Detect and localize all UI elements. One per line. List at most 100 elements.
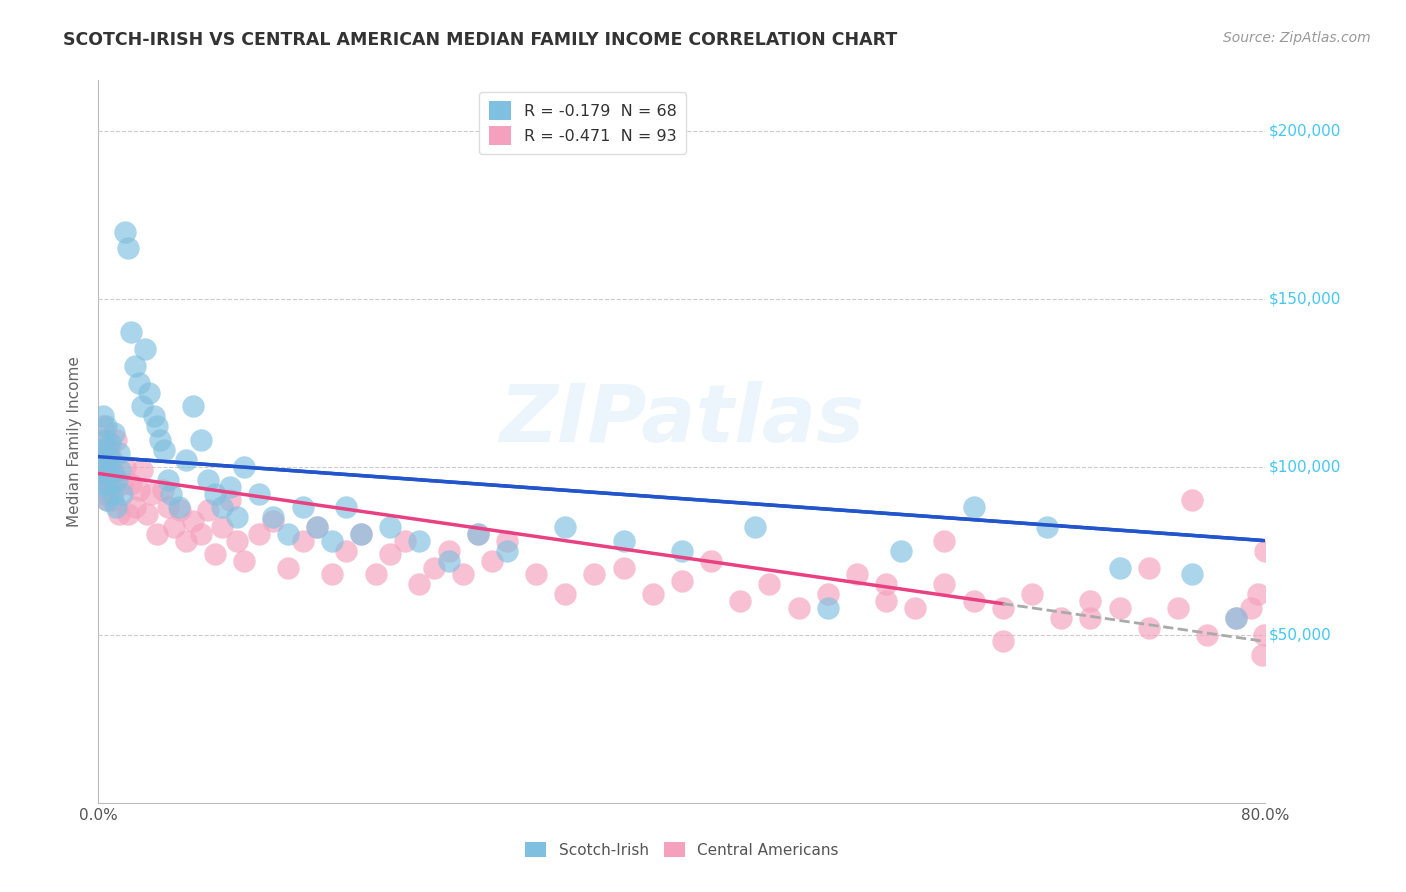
Point — [157, 500, 180, 514]
Text: $150,000: $150,000 — [1268, 291, 1341, 306]
Point — [612, 560, 634, 574]
Point — [91, 409, 114, 424]
Point — [111, 486, 134, 500]
Point — [90, 459, 112, 474]
Point — [91, 419, 114, 434]
Point — [169, 503, 191, 517]
Point — [117, 507, 139, 521]
Point — [190, 433, 212, 447]
Point — [94, 467, 117, 481]
Point — [197, 503, 219, 517]
Point — [103, 426, 125, 441]
Legend: Scotch-Irish, Central Americans: Scotch-Irish, Central Americans — [519, 836, 845, 863]
Point — [1225, 611, 1247, 625]
Point — [108, 507, 131, 521]
Point — [1240, 600, 1263, 615]
Point — [128, 376, 150, 390]
Point — [139, 486, 162, 500]
Point — [1195, 628, 1218, 642]
Point — [98, 436, 121, 450]
Point — [100, 453, 122, 467]
Point — [104, 500, 127, 514]
Point — [197, 473, 219, 487]
Point — [226, 533, 249, 548]
Point — [96, 493, 118, 508]
Point — [1021, 587, 1043, 601]
Point — [114, 225, 136, 239]
Point — [89, 442, 111, 457]
Point — [153, 442, 176, 457]
Point — [101, 493, 124, 508]
Point — [307, 520, 329, 534]
Point — [451, 567, 474, 582]
Point — [94, 419, 117, 434]
Y-axis label: Median Family Income: Median Family Income — [67, 356, 83, 527]
Text: $200,000: $200,000 — [1268, 123, 1341, 138]
Point — [117, 241, 139, 255]
Point — [181, 399, 204, 413]
Point — [89, 442, 111, 457]
Point — [380, 520, 402, 534]
Point — [408, 533, 430, 548]
Point — [167, 500, 190, 514]
Point — [350, 527, 373, 541]
Point — [321, 567, 343, 582]
Point — [204, 547, 226, 561]
Point — [163, 520, 186, 534]
Point — [875, 577, 897, 591]
Point — [481, 554, 503, 568]
Point — [218, 493, 240, 508]
Point — [496, 543, 519, 558]
Point — [104, 433, 127, 447]
Point — [233, 554, 256, 568]
Point — [1080, 611, 1102, 625]
Point — [1254, 543, 1277, 558]
Point — [94, 486, 117, 500]
Point — [496, 533, 519, 548]
Point — [1167, 600, 1189, 615]
Point — [124, 359, 146, 373]
Point — [262, 514, 284, 528]
Point — [114, 459, 136, 474]
Point — [1251, 648, 1274, 662]
Text: SCOTCH-IRISH VS CENTRAL AMERICAN MEDIAN FAMILY INCOME CORRELATION CHART: SCOTCH-IRISH VS CENTRAL AMERICAN MEDIAN … — [63, 31, 897, 49]
Point — [1137, 621, 1160, 635]
Point — [934, 577, 956, 591]
Point — [211, 500, 233, 514]
Point — [105, 473, 128, 487]
Text: ZIPatlas: ZIPatlas — [499, 381, 865, 458]
Point — [262, 510, 284, 524]
Text: Source: ZipAtlas.com: Source: ZipAtlas.com — [1223, 31, 1371, 45]
Point — [94, 433, 117, 447]
Point — [131, 463, 153, 477]
Point — [817, 587, 839, 601]
Point — [380, 547, 402, 561]
Text: $100,000: $100,000 — [1268, 459, 1341, 475]
Point — [174, 453, 197, 467]
Point — [671, 574, 693, 588]
Point — [96, 493, 118, 508]
Point — [91, 476, 114, 491]
Point — [962, 594, 984, 608]
Point — [1080, 594, 1102, 608]
Point — [1253, 628, 1275, 642]
Point — [120, 326, 142, 340]
Point — [394, 533, 416, 548]
Point — [93, 433, 115, 447]
Point — [1137, 560, 1160, 574]
Point — [291, 533, 314, 548]
Point — [904, 600, 927, 615]
Point — [1181, 567, 1204, 582]
Point — [437, 543, 460, 558]
Point — [93, 453, 115, 467]
Point — [93, 453, 115, 467]
Point — [1050, 611, 1073, 625]
Point — [934, 533, 956, 548]
Point — [1225, 611, 1247, 625]
Point — [277, 560, 299, 574]
Text: $50,000: $50,000 — [1268, 627, 1331, 642]
Point — [97, 442, 120, 457]
Point — [128, 483, 150, 498]
Point — [157, 473, 180, 487]
Point — [1247, 587, 1270, 601]
